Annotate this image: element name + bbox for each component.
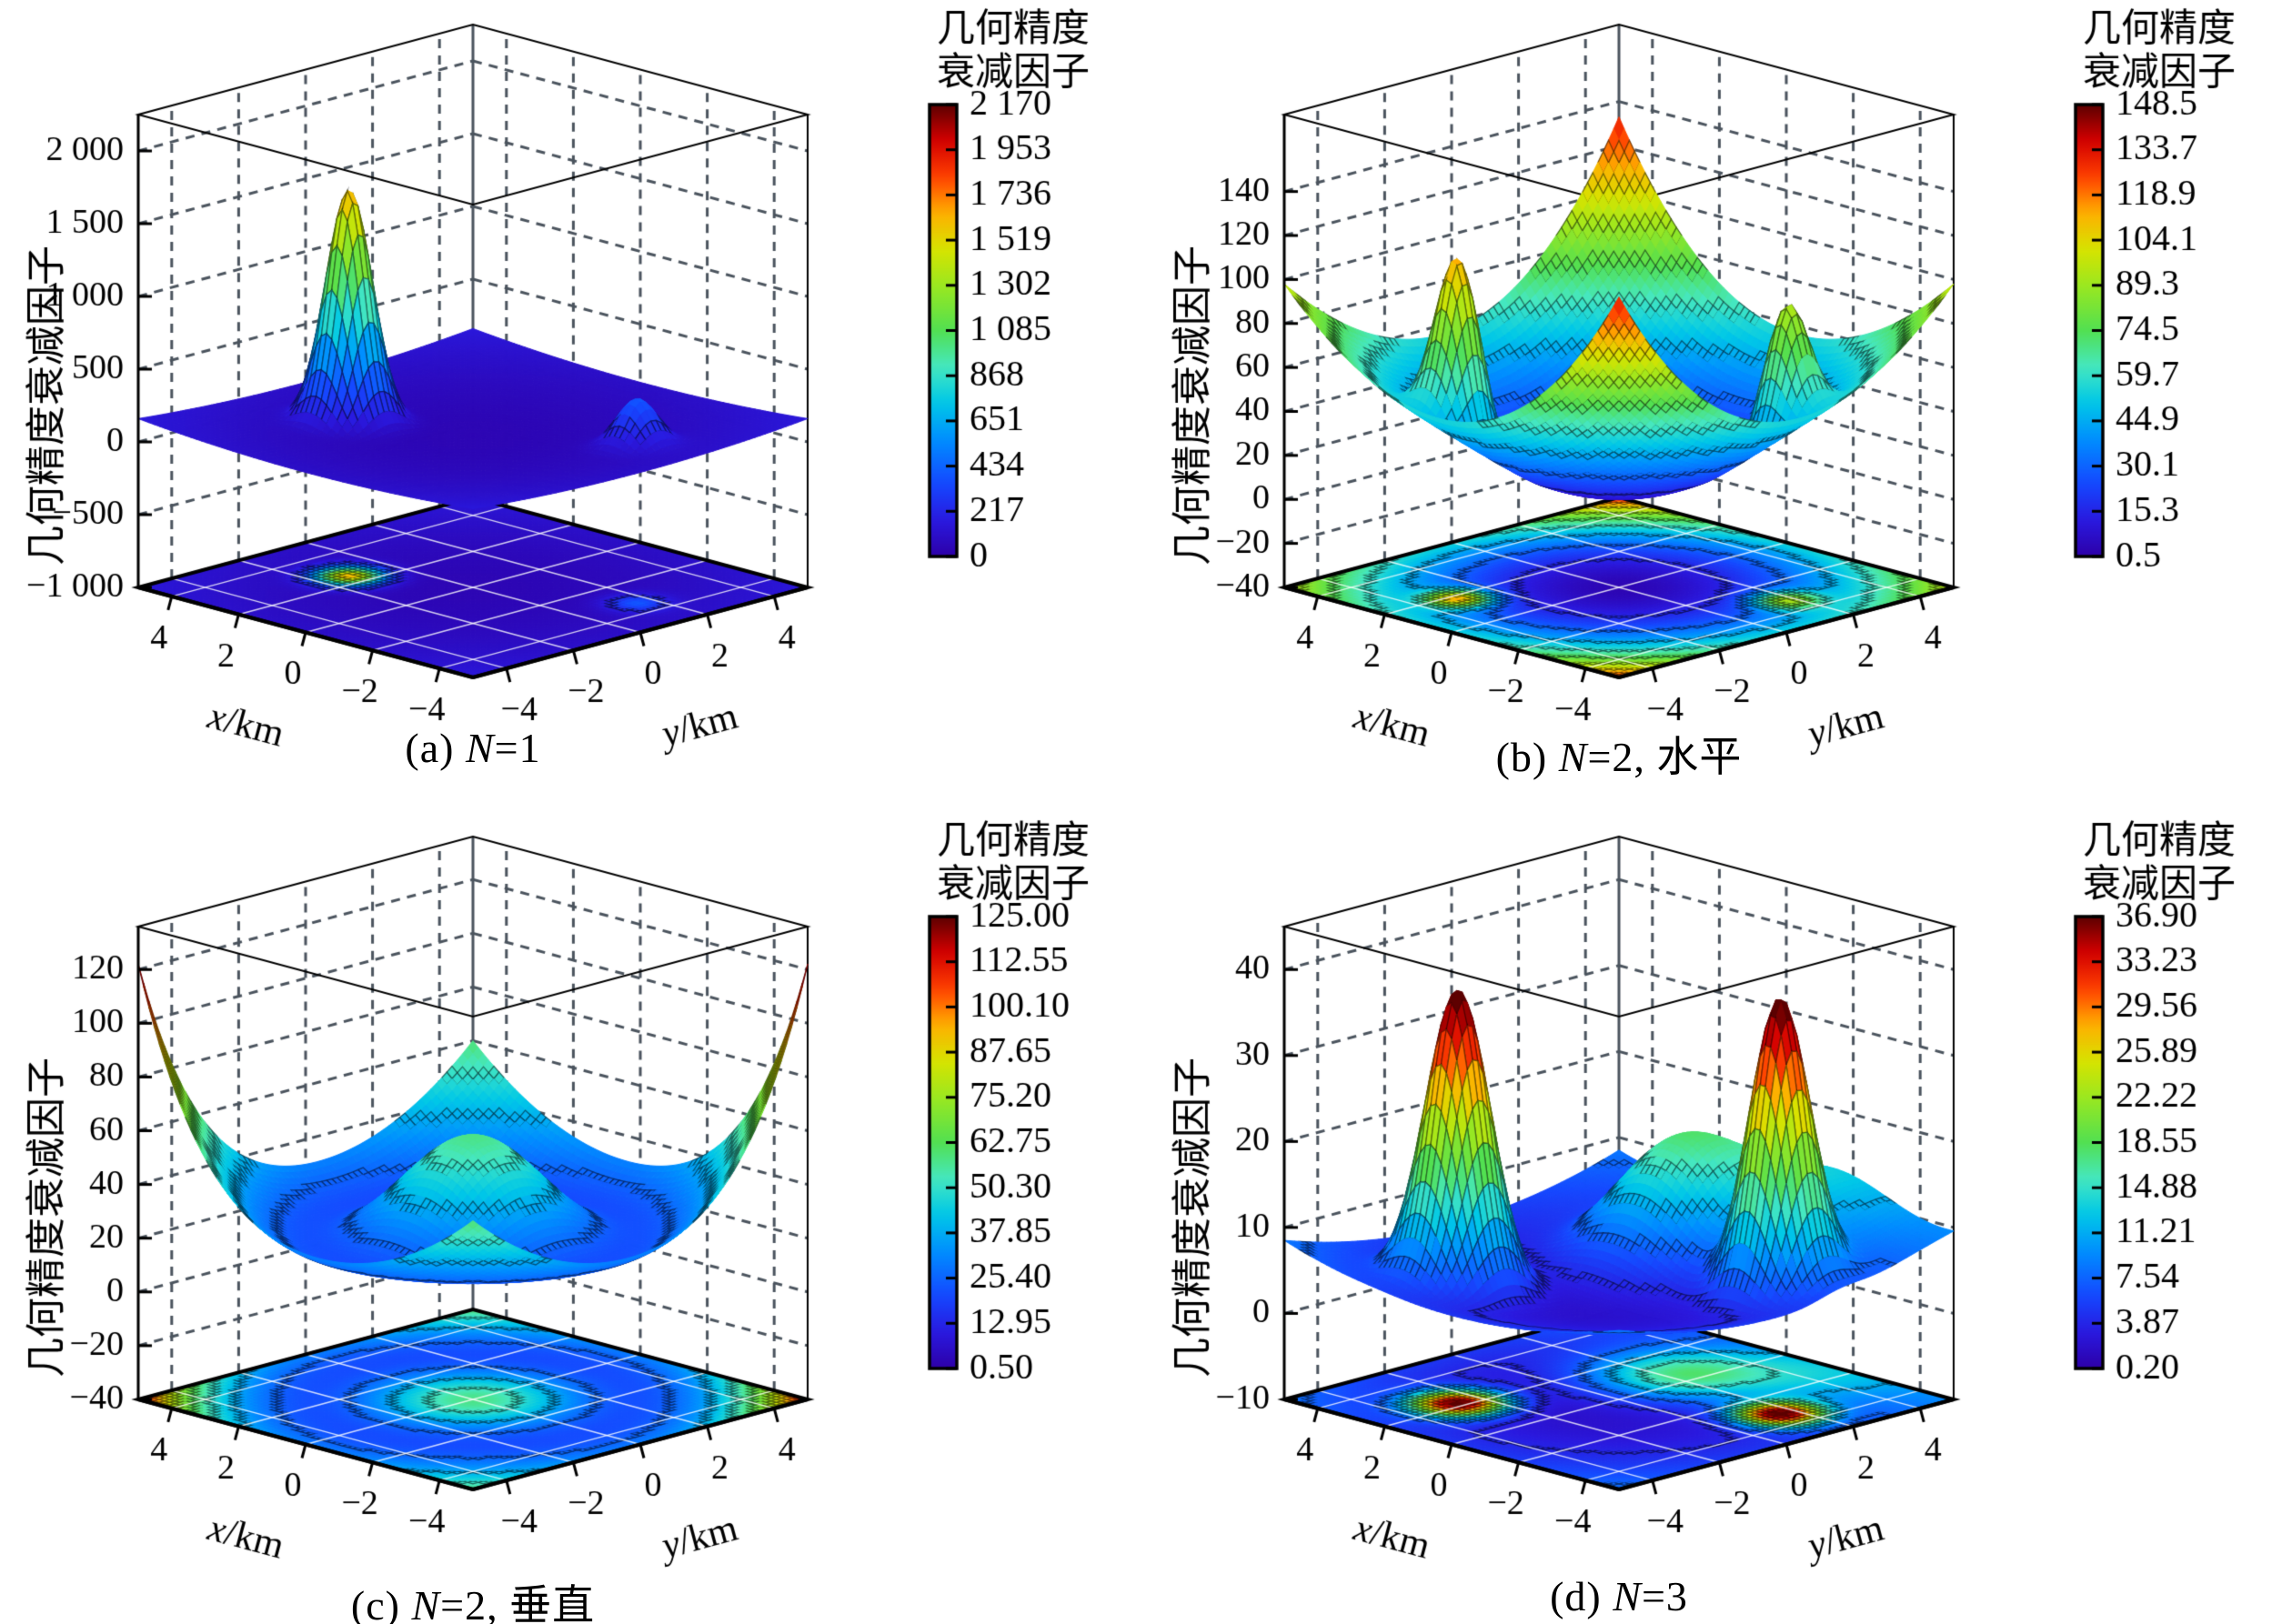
surface-plot-n2-horizontal — [1146, 0, 2292, 812]
panel-a: (a) N=1 — [0, 0, 1146, 812]
panel-b: (b) N=2, 水平 — [1146, 0, 2292, 812]
panel-d: (d) N=3 — [1146, 812, 2292, 1624]
panel-c: (c) N=2, 垂直 — [0, 812, 1146, 1624]
caption-d: (d) N=3 — [1550, 1573, 1688, 1619]
caption-b: (b) N=2, 水平 — [1495, 734, 1743, 780]
surface-plot-n2-vertical — [0, 812, 1146, 1624]
surface-plot-n3 — [1146, 812, 2292, 1624]
caption-a: (a) N=1 — [405, 725, 541, 771]
surface-plot-n1 — [0, 0, 1146, 812]
caption-c: (c) N=2, 垂直 — [350, 1582, 596, 1624]
